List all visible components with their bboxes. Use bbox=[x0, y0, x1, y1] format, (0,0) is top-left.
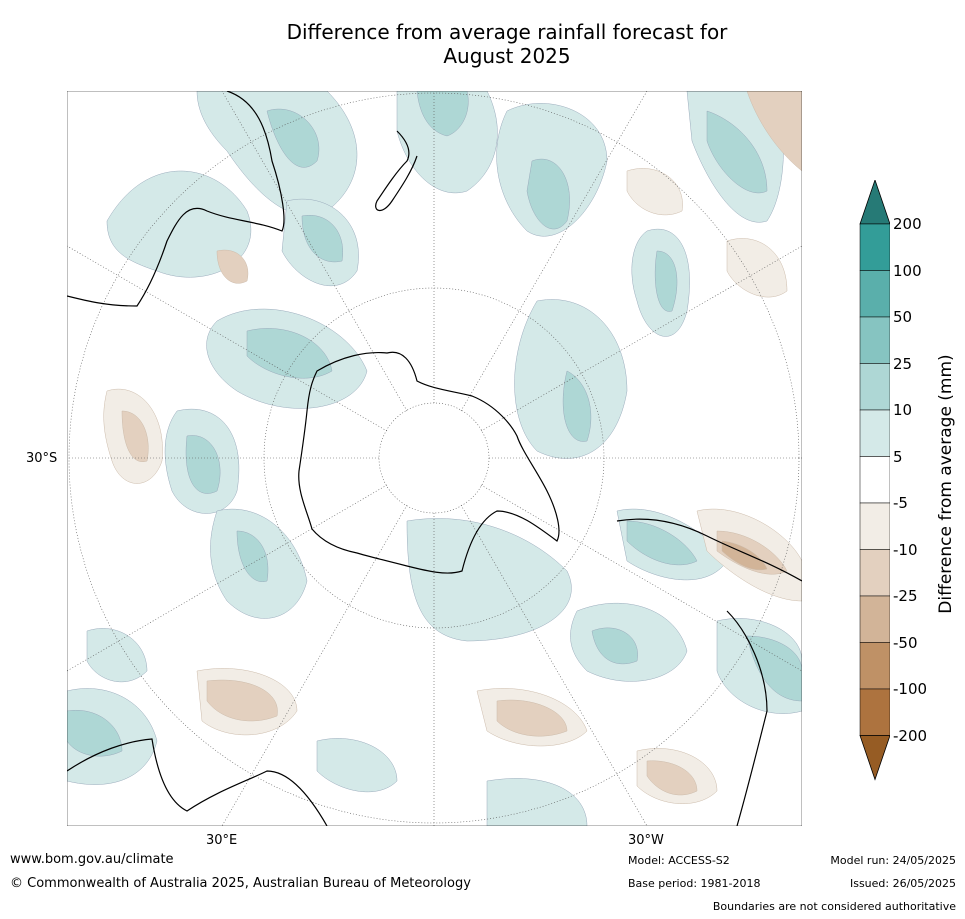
longitude-label-west: 30°W bbox=[628, 833, 664, 848]
colorbar-tick-label: 5 bbox=[893, 447, 903, 466]
colorbar-tick-label: -200 bbox=[893, 726, 928, 745]
colorbar-segment bbox=[859, 316, 890, 364]
title-line-2: August 2025 bbox=[443, 44, 571, 68]
colorbar-tick-label: -10 bbox=[893, 540, 918, 559]
colorbar-segment bbox=[859, 549, 890, 597]
chart-title: Difference from average rainfall forecas… bbox=[0, 20, 965, 68]
colorbar-label: Difference from average (mm) bbox=[936, 354, 956, 614]
colorbar-segment bbox=[859, 502, 890, 550]
colorbar-tick-label: 10 bbox=[893, 401, 913, 419]
colorbar-segment bbox=[859, 456, 890, 504]
coastlines bbox=[67, 91, 802, 826]
rainfall-map bbox=[67, 91, 802, 826]
colorbar-segment bbox=[859, 223, 890, 271]
bom-url: www.bom.gov.au/climate bbox=[10, 852, 174, 867]
longitude-label-east: 30°E bbox=[206, 833, 238, 848]
title-line-1: Difference from average rainfall forecas… bbox=[286, 20, 728, 44]
issued-date: Issued: 26/05/2025 bbox=[849, 877, 956, 890]
drier-anomaly-areas bbox=[103, 91, 802, 804]
colorbar-tick-label: 50 bbox=[893, 308, 913, 326]
boundaries-disclaimer: Boundaries are not considered authoritat… bbox=[712, 900, 956, 913]
base-period: Base period: 1981-2018 bbox=[628, 877, 761, 890]
colorbar-extend-bottom bbox=[859, 735, 890, 781]
model-run-date: Model run: 24/05/2025 bbox=[830, 854, 956, 867]
wetter-anomaly-areas bbox=[67, 91, 802, 826]
colorbar-segment bbox=[859, 270, 890, 318]
colorbar-segment bbox=[859, 688, 890, 736]
latitude-label: 30°S bbox=[26, 451, 58, 466]
colorbar-tick-label: -5 bbox=[893, 494, 908, 512]
colorbar-segment bbox=[859, 363, 890, 411]
colorbar bbox=[859, 180, 890, 781]
colorbar-extend-top bbox=[859, 180, 890, 225]
colorbar-tick-label: 25 bbox=[893, 354, 913, 373]
colorbar-segment bbox=[859, 642, 890, 690]
colorbar-tick-label: -100 bbox=[893, 680, 928, 698]
south-america-coast-2 bbox=[726, 610, 768, 826]
colorbar-segment bbox=[859, 409, 890, 457]
colorbar-tick-label: 100 bbox=[893, 261, 922, 280]
colorbar-tick-label: -25 bbox=[893, 587, 918, 605]
model-name: Model: ACCESS-S2 bbox=[628, 854, 730, 867]
australia-coast bbox=[67, 91, 285, 307]
antarctica-coast bbox=[298, 351, 560, 574]
south-america-coast bbox=[616, 518, 802, 582]
new-zealand-coast bbox=[375, 130, 418, 211]
colorbar-segment bbox=[859, 595, 890, 643]
colorbar-tick-label: -50 bbox=[893, 633, 918, 652]
colorbar-tick-label: 200 bbox=[893, 215, 922, 233]
copyright-notice: © Commonwealth of Australia 2025, Austra… bbox=[10, 876, 471, 891]
africa-coast bbox=[67, 738, 328, 826]
